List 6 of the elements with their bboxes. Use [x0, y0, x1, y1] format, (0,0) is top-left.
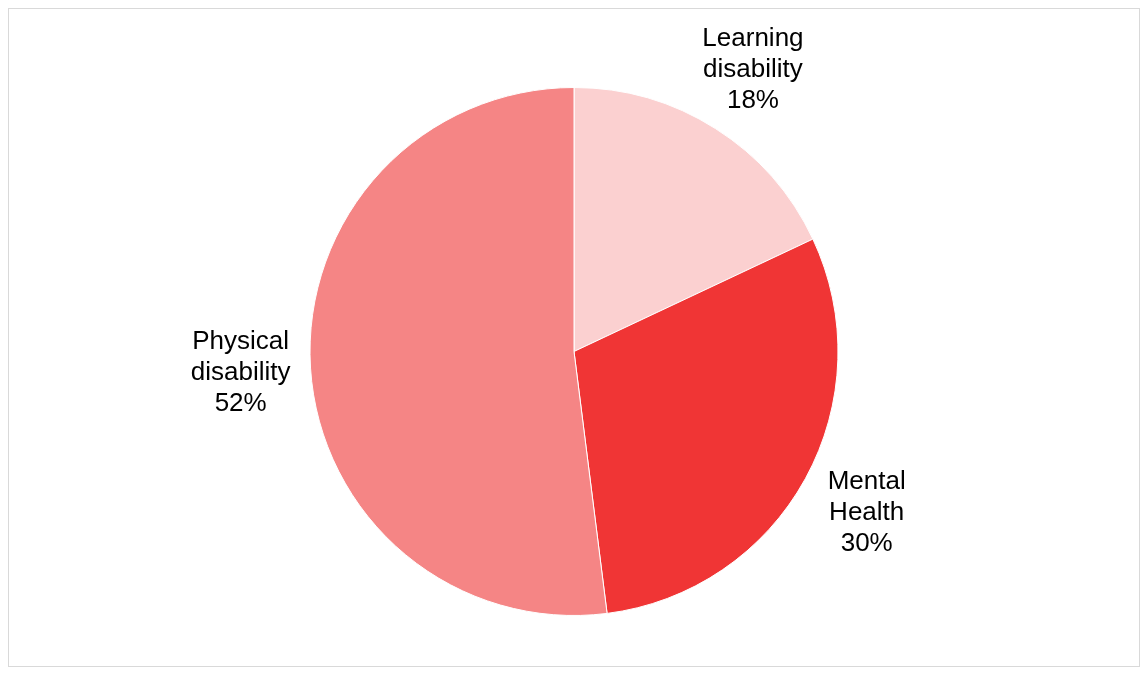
data-label: 30% — [840, 526, 893, 557]
data-label: 18% — [726, 83, 779, 114]
data-label: 52% — [214, 386, 267, 417]
slice-label: Mental Health — [827, 464, 906, 526]
slice-label: Learning disability — [702, 21, 804, 83]
slice-label: Physical disability — [190, 324, 291, 386]
